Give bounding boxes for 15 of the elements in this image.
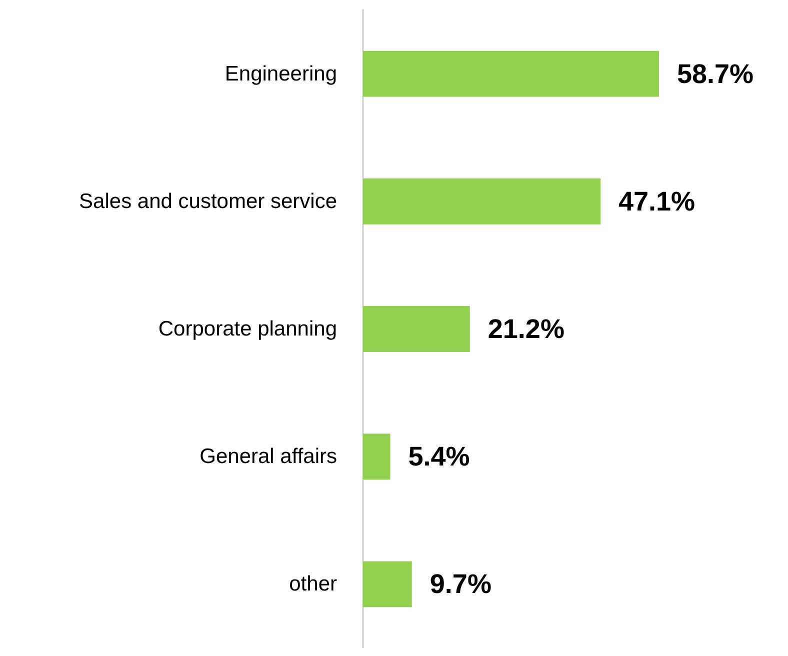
bar [363,561,412,608]
y-tick-label: other [289,572,337,596]
y-tick-label: Engineering [224,62,337,86]
data-label: 58.7% [677,58,754,89]
data-label: 9.7% [430,569,492,600]
data-label: 47.1% [618,186,696,216]
bar [363,50,659,97]
y-tick-label: Corporate planning [158,318,337,340]
data-label: 21.2% [488,314,564,344]
bar [363,178,601,224]
bar [363,306,470,352]
bar [363,434,390,480]
y-tick-label: Sales and customer service [79,190,337,213]
data-label: 5.4% [408,442,470,472]
y-tick-label: General affairs [200,445,337,468]
